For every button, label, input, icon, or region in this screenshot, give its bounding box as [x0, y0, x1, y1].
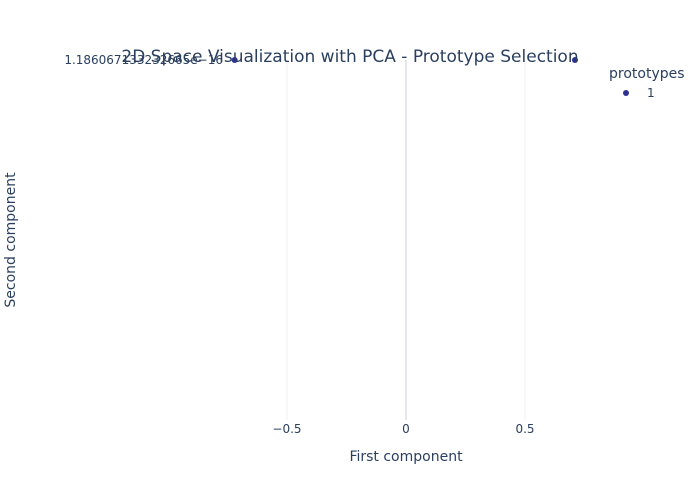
x-ticks: −0.5 0 0.5	[272, 422, 534, 436]
data-point[interactable]	[231, 57, 238, 63]
x-tick-label: −0.5	[272, 422, 301, 436]
y-axis-title: Second component	[3, 172, 19, 308]
grid-lines	[286, 60, 526, 420]
legend[interactable]: prototypes 1	[609, 66, 685, 100]
y-ticks: 1.186067133232665e−16	[64, 53, 223, 67]
x-axis-title: First component	[349, 449, 463, 465]
chart-title: 2D Space Visualization with PCA - Protot…	[121, 47, 578, 67]
y-tick-label: 1.186067133232665e−16	[64, 53, 223, 67]
x-tick-label: 0	[402, 422, 410, 436]
data-points	[231, 57, 578, 63]
x-tick-label: 0.5	[515, 422, 534, 436]
data-point[interactable]	[571, 57, 578, 63]
legend-marker	[623, 90, 629, 96]
legend-entry-label: 1	[647, 86, 655, 100]
legend-title: prototypes	[609, 66, 685, 82]
